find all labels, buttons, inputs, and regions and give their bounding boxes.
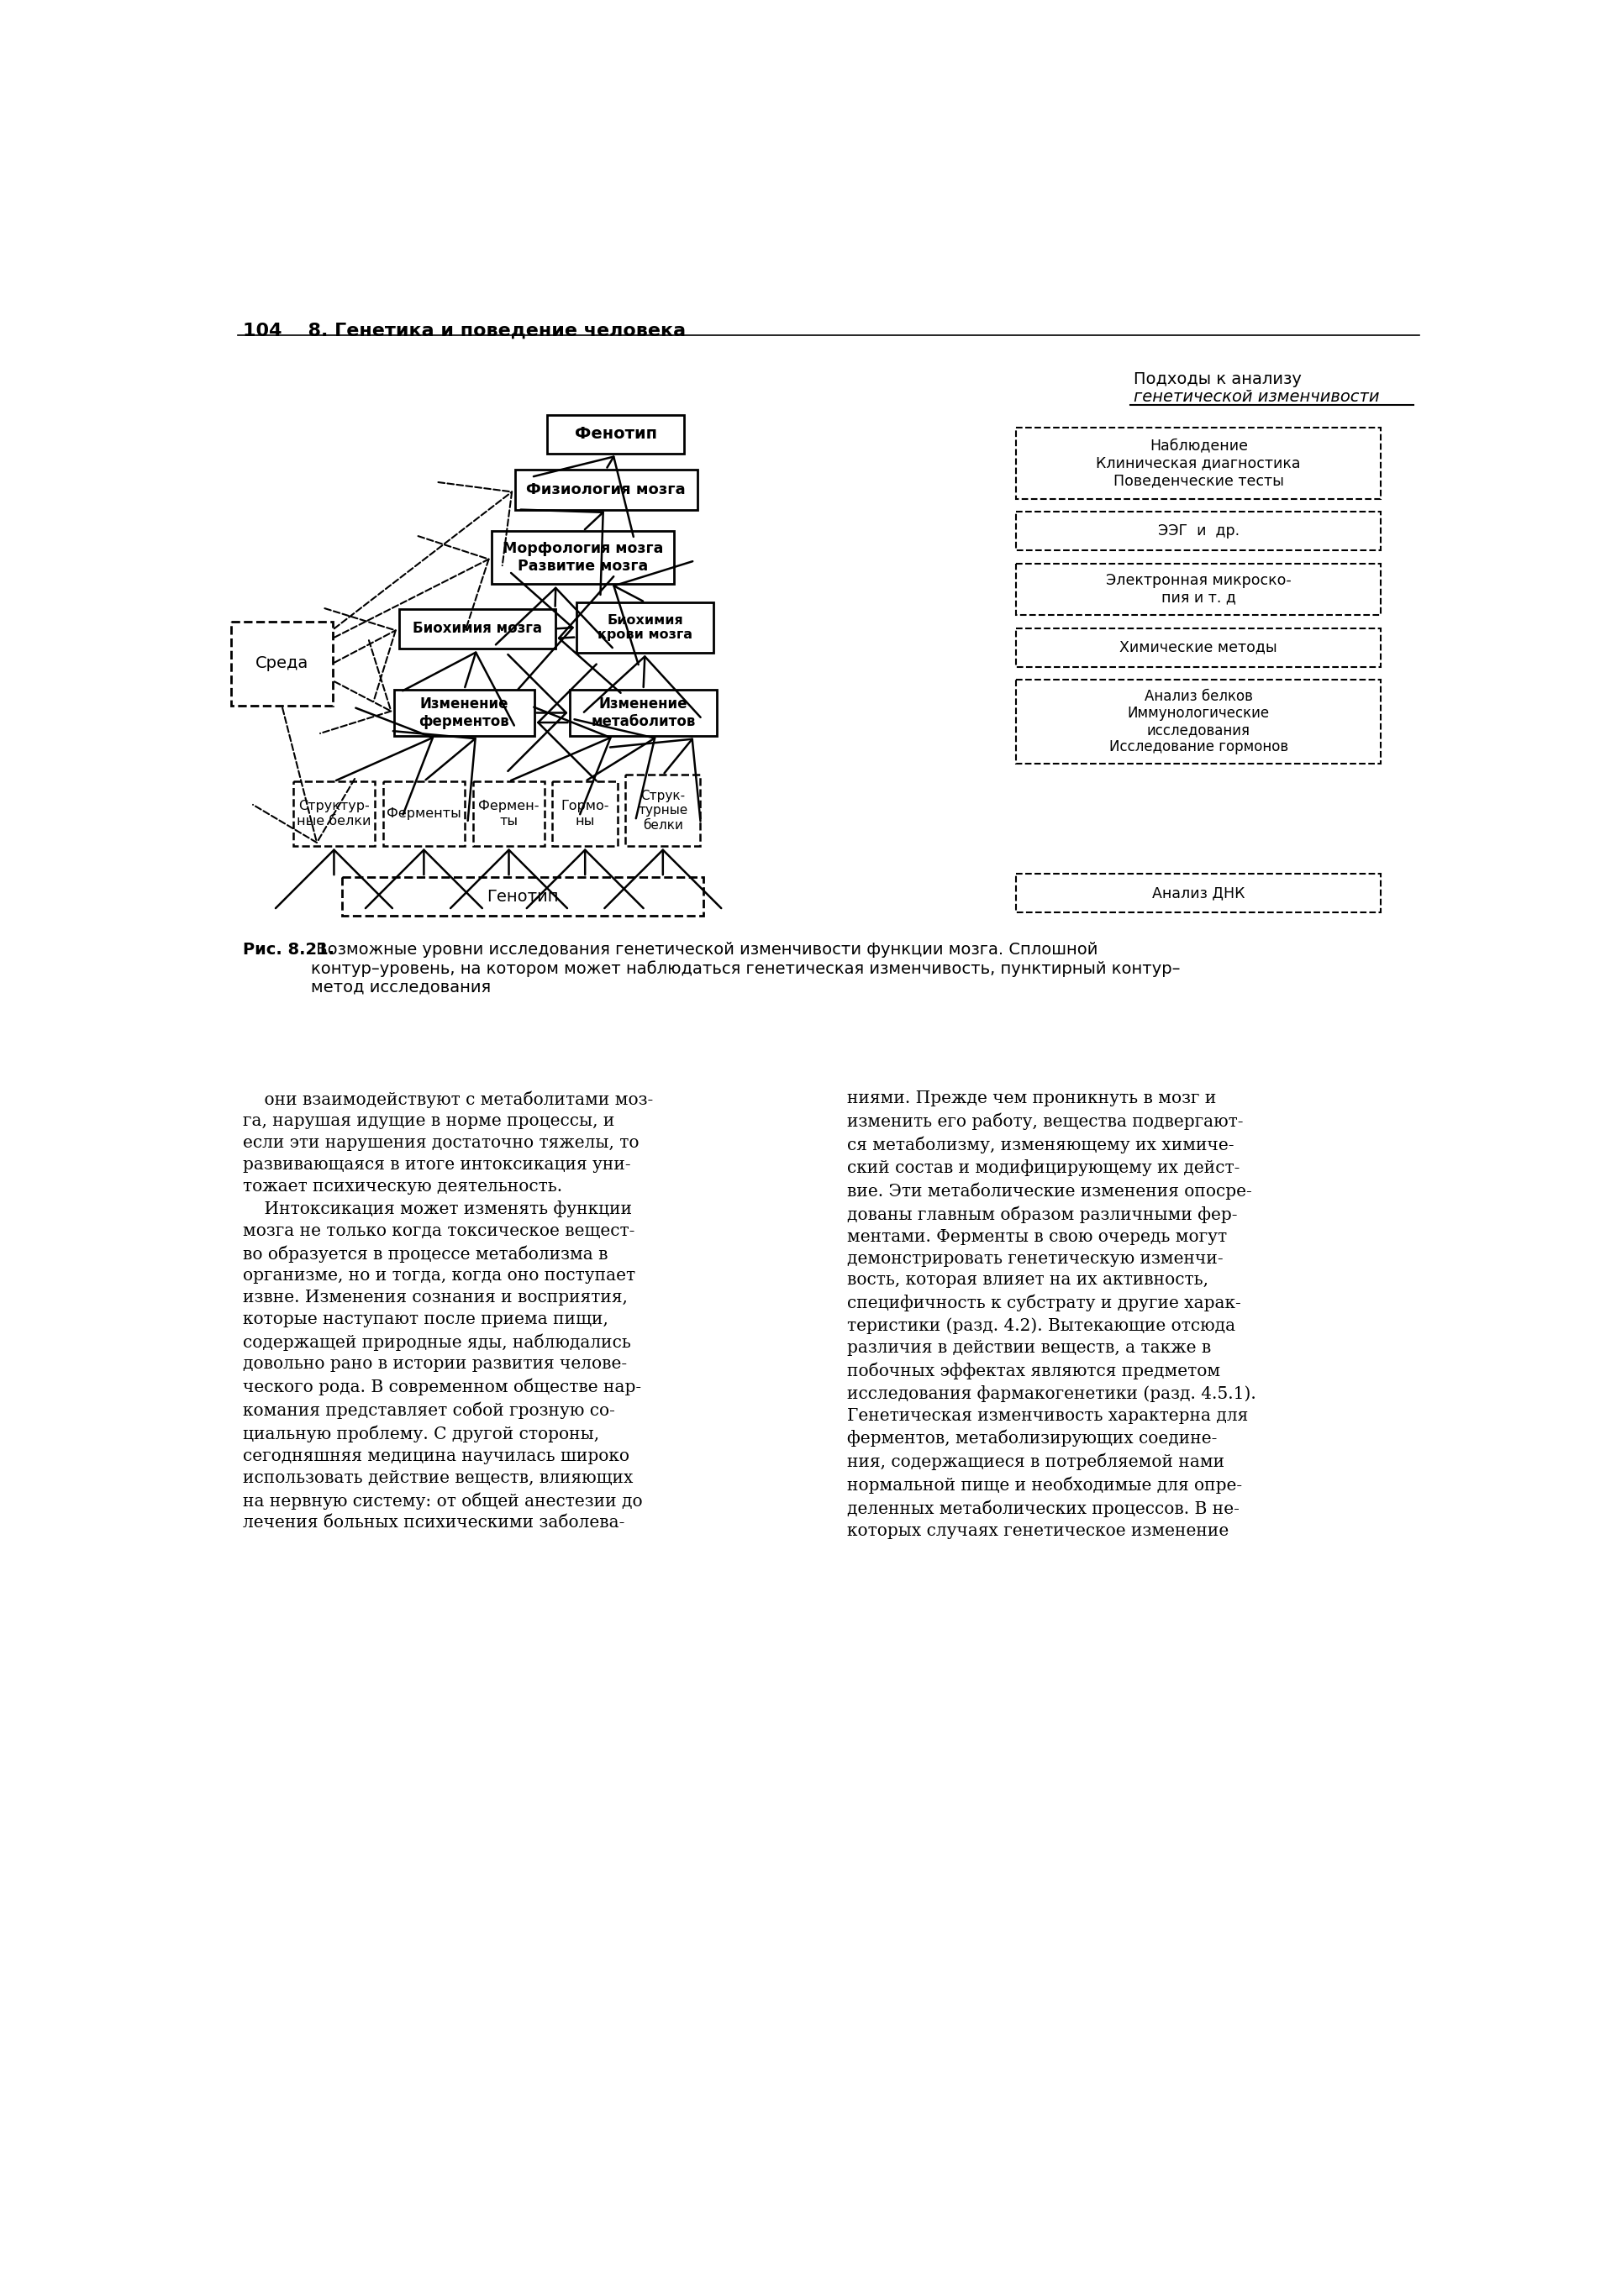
Bar xyxy=(625,776,700,845)
Bar xyxy=(577,602,713,652)
Text: Изменение
метаболитов: Изменение метаболитов xyxy=(591,696,695,730)
Bar xyxy=(570,689,716,737)
Text: Струк-
турные
белки: Струк- турные белки xyxy=(638,790,687,831)
Bar xyxy=(491,530,674,583)
Bar xyxy=(292,781,375,845)
Text: исследования: исследования xyxy=(1146,723,1249,737)
Bar xyxy=(1016,629,1380,666)
Text: Электронная микроско-: Электронная микроско- xyxy=(1105,574,1291,588)
Text: Изменение
ферментов: Изменение ферментов xyxy=(419,696,509,730)
Bar xyxy=(1016,427,1380,498)
Bar xyxy=(1016,875,1380,914)
Bar xyxy=(1016,512,1380,551)
Text: Биохимия
крови мозга: Биохимия крови мозга xyxy=(598,613,692,641)
Text: Анализ ДНК: Анализ ДНК xyxy=(1152,886,1244,900)
Bar xyxy=(514,471,696,510)
Bar xyxy=(343,877,703,916)
Text: ЭЭГ  и  др.: ЭЭГ и др. xyxy=(1157,523,1239,540)
Bar xyxy=(394,689,533,737)
Text: Генотип: Генотип xyxy=(486,889,559,905)
Bar xyxy=(553,781,617,845)
Text: Анализ белков: Анализ белков xyxy=(1144,689,1252,705)
Text: пия и т. д: пия и т. д xyxy=(1160,590,1235,606)
Bar xyxy=(399,608,554,650)
Text: Морфология мозга
Развитие мозга: Морфология мозга Развитие мозга xyxy=(503,542,663,574)
Text: они взаимодействуют с метаболитами моз-
га, нарушая идущие в норме процессы, и
е: они взаимодействуют с метаболитами моз- … xyxy=(242,1091,653,1531)
Text: Фенотип: Фенотип xyxy=(574,427,656,443)
Text: Среда: Среда xyxy=(255,657,309,673)
Text: 104    8. Генетика и поведение человека: 104 8. Генетика и поведение человека xyxy=(242,321,685,340)
Text: Подходы к анализу: Подходы к анализу xyxy=(1133,372,1301,388)
Bar xyxy=(231,622,333,705)
Text: Физиология мозга: Физиология мозга xyxy=(525,482,685,498)
Text: ниями. Прежде чем проникнуть в мозг и
изменить его работу, вещества подвергают-
: ниями. Прежде чем проникнуть в мозг и из… xyxy=(847,1091,1256,1538)
Text: Рис. 8.21.: Рис. 8.21. xyxy=(242,941,335,957)
Text: Биохимия мозга: Биохимия мозга xyxy=(412,622,541,636)
Bar xyxy=(383,781,464,845)
Text: Ферменты: Ферменты xyxy=(386,808,461,820)
Text: Гормо-
ны: Гормо- ны xyxy=(561,799,609,827)
Text: Исследование гормонов: Исследование гормонов xyxy=(1109,739,1288,755)
Text: генетической изменчивости: генетической изменчивости xyxy=(1133,390,1378,406)
Text: Клиническая диагностика: Клиническая диагностика xyxy=(1096,455,1301,471)
Text: Химические методы: Химические методы xyxy=(1120,641,1277,654)
Bar xyxy=(473,781,545,845)
Text: Возможные уровни исследования генетической изменчивости функции мозга. Сплошной
: Возможные уровни исследования генетическ… xyxy=(310,941,1180,996)
Bar xyxy=(546,416,684,452)
Bar xyxy=(1016,680,1380,765)
Text: Иммунологические: Иммунологические xyxy=(1126,705,1269,721)
Text: Поведенческие тесты: Поведенческие тесты xyxy=(1113,473,1283,489)
Text: Наблюдение: Наблюдение xyxy=(1149,439,1248,452)
Text: Структур-
ные белки: Структур- ные белки xyxy=(297,799,372,827)
Text: Фермен-
ты: Фермен- ты xyxy=(478,799,540,827)
Bar xyxy=(1016,563,1380,615)
